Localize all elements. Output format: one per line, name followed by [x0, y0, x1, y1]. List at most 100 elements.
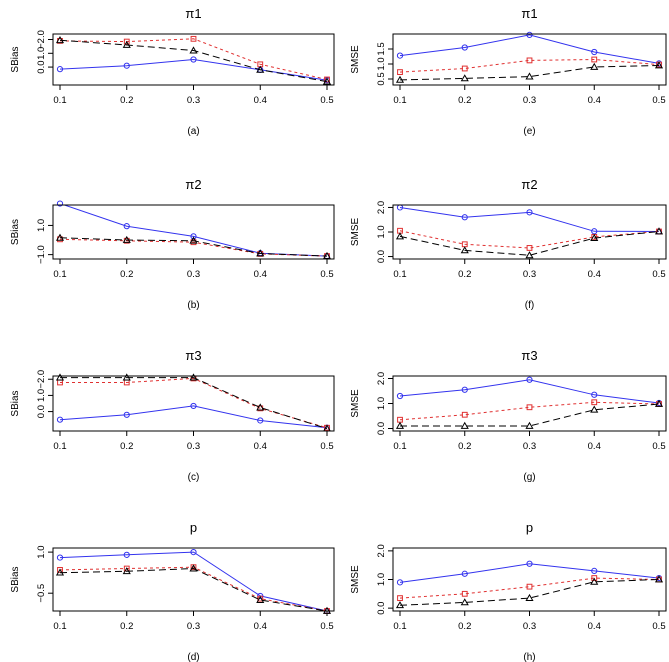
x-tick-label: 0.5 [320, 441, 333, 452]
x-tick-label: 0.4 [254, 95, 267, 106]
data-point-triangle [189, 46, 198, 54]
series-line-square [399, 401, 660, 421]
x-tick-label: 0.5 [320, 269, 333, 280]
data-point-triangle [122, 567, 131, 575]
chart-caption: (b) [187, 300, 199, 311]
y-tick-label: 1.0 [36, 219, 47, 232]
y-tick-label: 0.0 [376, 250, 387, 263]
y-tick-label: 2.0 [376, 201, 387, 214]
x-tick-label: 0.1 [393, 621, 406, 632]
data-point-square [526, 245, 533, 251]
data-point-square [526, 404, 533, 411]
y-tick-label: −2.0 [36, 370, 47, 389]
x-tick-label: 0.4 [588, 269, 601, 280]
data-point-square [526, 583, 533, 590]
y-tick-label: 2.0 [376, 372, 387, 385]
data-point-triangle [460, 598, 469, 606]
chart-panel-c: π3 (c) SBias 0.1 0.2 0.3 0.4 0.5 −2.01.0 0.0 [10, 348, 335, 483]
chart-caption: (e) [523, 126, 535, 137]
x-tick-label: 0.5 [652, 269, 665, 280]
data-point-triangle [654, 227, 664, 235]
data-point-triangle [460, 246, 469, 254]
x-tick-label: 0.5 [652, 621, 665, 632]
x-tick-label: 0.2 [458, 441, 471, 452]
x-tick-label: 0.5 [320, 621, 333, 632]
y-axis-label: SBias [10, 219, 21, 245]
chart-title: π1 [521, 6, 537, 21]
data-point-circle [190, 56, 197, 63]
series-line-circle [59, 58, 328, 81]
x-tick-label: 0.1 [53, 269, 66, 280]
data-point-square [591, 56, 598, 63]
data-point-triangle [395, 421, 405, 429]
x-tick-label: 0.3 [523, 621, 536, 632]
data-point-circle [591, 391, 598, 398]
series-line-circle [399, 563, 660, 583]
data-point-triangle [55, 35, 65, 44]
series-line-triangle [399, 231, 660, 256]
chart-title: π2 [521, 177, 537, 192]
data-point-triangle [525, 72, 534, 80]
data-point-circle [123, 551, 130, 558]
data-point-triangle [322, 251, 332, 259]
series-line-circle [399, 379, 660, 404]
x-tick-label: 0.3 [187, 269, 200, 280]
y-tick-label: 0.0 [376, 422, 387, 435]
plot-frame [392, 33, 667, 86]
y-axis-label: SMSE [350, 45, 361, 74]
series-line-circle [62, 205, 328, 257]
data-point-circle [123, 62, 130, 69]
y-tick-label: −1.0 [36, 245, 47, 264]
data-point-triangle [654, 399, 664, 407]
x-tick-label: 0.3 [187, 95, 200, 106]
chart-panel-e: π1 (e) SMSE 0.1 0.2 0.3 0.4 0.5 0.5 1.0 1.5 [350, 6, 667, 137]
plot-frame [392, 375, 667, 432]
series-line-triangle [59, 39, 328, 83]
chart-caption: (h) [523, 652, 535, 662]
y-tick-label: 1.0 [36, 47, 47, 60]
data-point-triangle [460, 421, 469, 429]
x-tick-label: 0.2 [120, 441, 133, 452]
data-point-circle [123, 223, 130, 230]
data-point-square [123, 38, 130, 45]
data-point-triangle [256, 595, 265, 603]
x-tick-label: 0.2 [458, 621, 471, 632]
data-point-square [190, 35, 197, 42]
y-tick-label: 1.0 [376, 397, 387, 410]
series-line-square [399, 230, 660, 249]
data-point-circle [461, 570, 468, 577]
data-point-circle [396, 579, 404, 586]
series-line-square [59, 238, 328, 257]
series-line-square [60, 377, 328, 429]
data-point-circle [123, 411, 130, 418]
x-tick-label: 0.4 [588, 95, 601, 106]
data-point-triangle [189, 564, 198, 572]
x-tick-label: 0.2 [120, 269, 133, 280]
data-point-triangle [590, 233, 599, 242]
x-tick-label: 0.2 [120, 95, 133, 106]
plot-frame [52, 33, 335, 86]
y-tick-label: 1.0 [376, 57, 387, 70]
x-tick-label: 0.2 [458, 269, 471, 280]
series-line-square [59, 38, 328, 80]
y-tick-label: −2.0 [36, 30, 47, 49]
series-line-circle [399, 34, 660, 64]
y-tick-label: 0.0 [376, 602, 387, 615]
data-point-triangle [122, 40, 131, 48]
chart-title: π3 [185, 348, 201, 363]
data-point-triangle [590, 62, 599, 70]
chart-caption: (c) [188, 472, 200, 483]
data-point-triangle [55, 233, 65, 241]
y-tick-label: 0.0 [36, 405, 47, 418]
y-tick-label: 2.0 [376, 544, 387, 557]
x-tick-label: 0.4 [588, 621, 601, 632]
x-tick-label: 0.1 [393, 441, 406, 452]
data-point-circle [190, 233, 197, 240]
x-tick-label: 0.4 [588, 441, 601, 452]
x-tick-label: 0.1 [393, 95, 406, 106]
x-tick-label: 0.4 [254, 441, 267, 452]
data-point-square [461, 590, 468, 597]
data-point-triangle [395, 75, 405, 83]
data-point-triangle [189, 236, 198, 244]
data-point-circle [526, 376, 533, 383]
